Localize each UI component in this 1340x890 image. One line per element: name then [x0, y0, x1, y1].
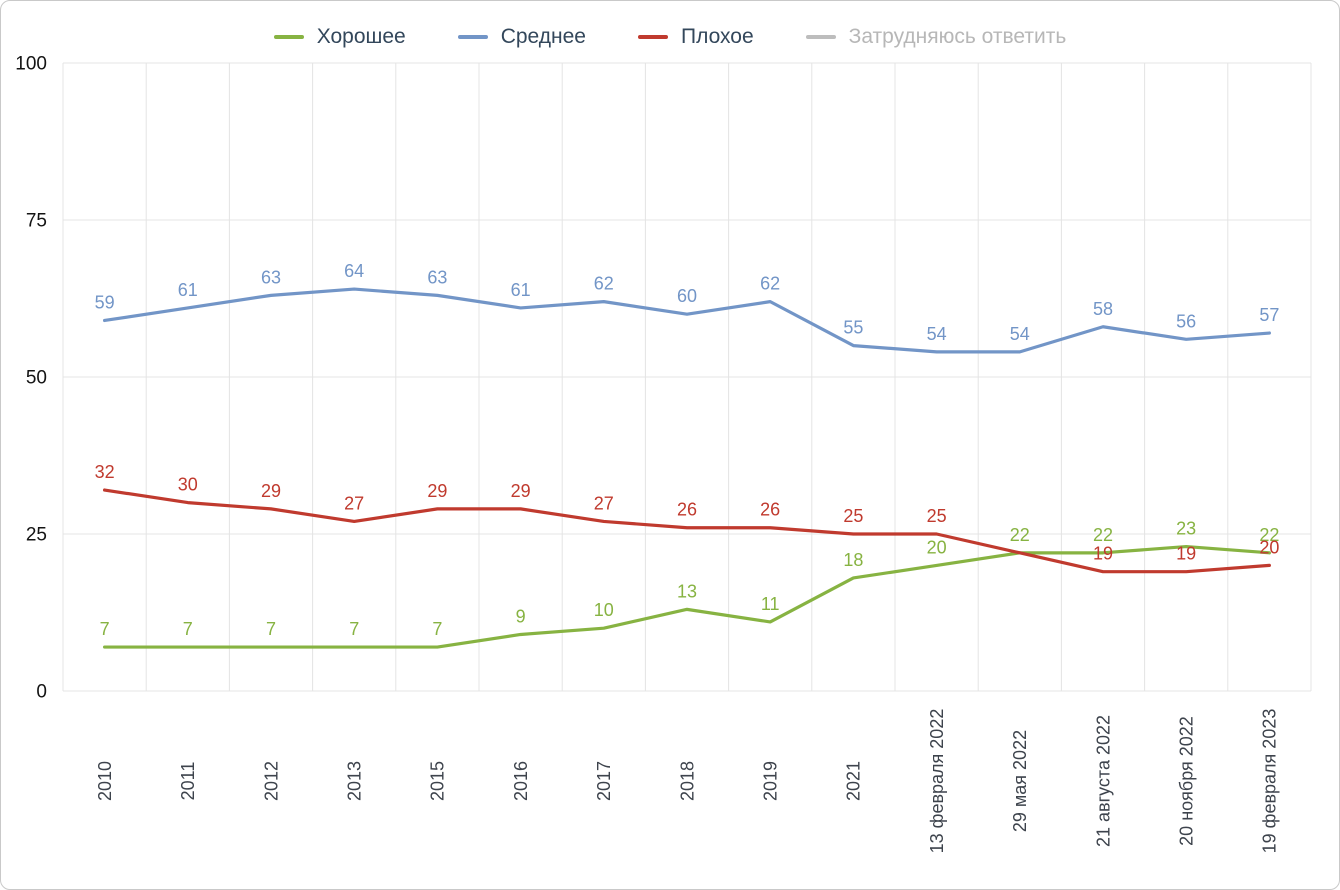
data-label-bad: 29 — [511, 481, 531, 501]
legend-item-average[interactable]: Среднее — [457, 25, 586, 49]
x-axis-label: 21 августа 2022 — [1093, 715, 1113, 847]
data-label-good: 9 — [516, 606, 526, 626]
data-label-good: 22 — [1093, 525, 1113, 545]
data-label-bad: 27 — [594, 493, 614, 513]
data-label-good: 23 — [1176, 519, 1196, 539]
data-label-good: 7 — [432, 619, 442, 639]
data-label-average: 63 — [261, 267, 281, 287]
x-axis-label: 13 февраля 2022 — [927, 709, 947, 854]
x-axis-label: 2011 — [178, 762, 198, 801]
x-axis-label: 20 ноября 2022 — [1177, 716, 1197, 846]
legend-marker-good — [273, 35, 304, 39]
legend-label-bad: Плохое — [680, 25, 754, 48]
data-label-bad: 26 — [677, 500, 697, 520]
data-label-bad: 27 — [344, 493, 364, 513]
x-axis-label: 2021 — [844, 761, 864, 801]
data-label-good: 7 — [100, 619, 110, 639]
data-label-good: 10 — [594, 600, 614, 620]
data-label-good: 7 — [266, 619, 276, 639]
x-axis-label: 2015 — [428, 761, 448, 801]
series-line-bad — [102, 488, 1272, 574]
data-label-bad: 29 — [427, 481, 447, 501]
chart-legend: Хорошее Среднее Плохое Затрудняюсь ответить — [1, 25, 1339, 49]
data-label-good: 22 — [1259, 525, 1279, 545]
legend-marker-undecided — [805, 35, 836, 39]
data-label-average: 59 — [95, 292, 115, 312]
data-label-good: 7 — [349, 619, 359, 639]
x-axis-label: 2016 — [511, 761, 531, 801]
legend-label-undecided: Затрудняюсь ответить — [848, 25, 1067, 48]
data-label-average: 63 — [427, 267, 447, 287]
data-label-good: 7 — [183, 619, 193, 639]
data-label-bad: 30 — [178, 475, 198, 495]
data-label-average: 60 — [677, 286, 697, 306]
data-label-good: 20 — [927, 537, 947, 557]
data-label-average: 56 — [1176, 311, 1196, 331]
legend-marker-average — [457, 35, 488, 39]
data-label-average: 61 — [511, 280, 531, 300]
legend-marker-bad — [637, 35, 668, 39]
x-axis-label: 2013 — [345, 761, 365, 801]
data-label-good: 22 — [1010, 525, 1030, 545]
data-label-average: 64 — [344, 261, 364, 281]
y-axis-tick-label: 75 — [26, 211, 47, 232]
data-label-average: 58 — [1093, 299, 1113, 319]
data-label-bad: 19 — [1093, 544, 1113, 564]
x-axis-label: 2018 — [677, 761, 697, 801]
data-label-average: 57 — [1259, 305, 1279, 325]
data-label-bad: 29 — [261, 481, 281, 501]
data-label-good: 11 — [761, 594, 780, 614]
legend-label-average: Среднее — [500, 25, 586, 48]
data-label-average: 54 — [1010, 324, 1030, 344]
legend-item-undecided[interactable]: Затрудняюсь ответить — [805, 25, 1067, 49]
data-label-bad: 32 — [95, 462, 115, 482]
data-label-bad: 25 — [843, 506, 863, 526]
legend-item-good[interactable]: Хорошее — [273, 25, 406, 49]
data-label-bad: 20 — [1259, 537, 1279, 557]
data-label-good: 18 — [843, 550, 863, 570]
x-axis-label: 2019 — [761, 761, 781, 801]
data-label-good: 13 — [677, 581, 697, 601]
y-axis-tick-label: 50 — [26, 368, 47, 389]
data-label-bad: 25 — [927, 506, 947, 526]
series-line-average — [102, 287, 1272, 354]
x-axis-label: 2012 — [261, 761, 281, 801]
x-axis-label: 19 февраля 2023 — [1260, 709, 1280, 854]
series-line-good — [102, 544, 1272, 649]
x-axis-label: 29 мая 2022 — [1010, 730, 1030, 832]
data-label-average: 55 — [843, 318, 863, 338]
data-label-average: 62 — [760, 274, 780, 294]
y-axis-tick-label: 25 — [26, 525, 47, 546]
y-axis-tick-label: 0 — [36, 682, 47, 703]
data-label-average: 61 — [178, 280, 198, 300]
data-label-bad: 26 — [760, 500, 780, 520]
x-axis-label: 2017 — [594, 761, 614, 801]
data-label-bad: 19 — [1176, 544, 1196, 564]
y-axis-tick-label: 100 — [15, 54, 47, 75]
legend-label-good: Хорошее — [316, 25, 406, 48]
data-label-average: 54 — [927, 324, 947, 344]
legend-item-bad[interactable]: Плохое — [637, 25, 754, 49]
data-label-average: 62 — [594, 274, 614, 294]
x-axis-label: 2010 — [95, 761, 115, 801]
